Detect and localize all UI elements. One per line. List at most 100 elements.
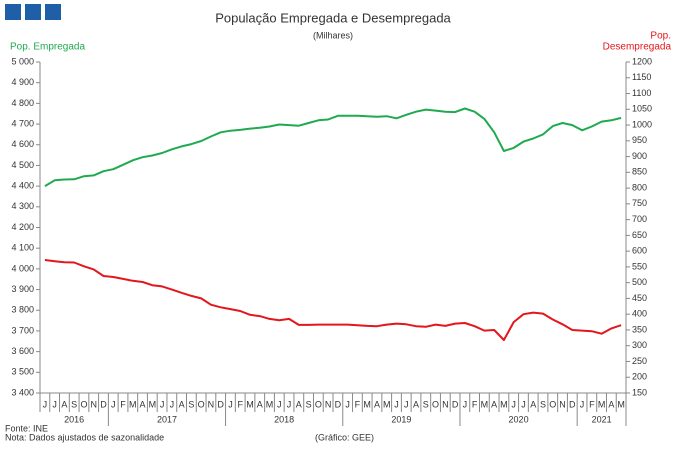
x-tick-label: A (491, 399, 497, 409)
x-tick-label: A (608, 399, 614, 409)
y2-tick-label: 750 (632, 198, 647, 208)
x-tick-label: S (71, 399, 77, 409)
y-tick-label: 4 900 (11, 77, 34, 87)
x-tick-label: M (266, 399, 274, 409)
y2-tick-label: 650 (632, 230, 647, 240)
x-tick-label: D (335, 399, 342, 409)
x-tick-label: S (423, 399, 429, 409)
x-tick-label: J (511, 399, 516, 409)
y2-tick-label: 1050 (632, 104, 652, 114)
y2-axis-label: Pop. (650, 31, 671, 42)
x-tick-label: J (52, 399, 57, 409)
x-tick-label: J (160, 399, 165, 409)
y2-tick-label: 1150 (632, 72, 651, 82)
x-tick-label: N (90, 399, 97, 409)
x-tick-label: J (111, 399, 116, 409)
y2-tick-label: 300 (632, 340, 647, 350)
y-tick-label: 4 800 (11, 98, 34, 108)
x-tick-label: A (374, 399, 380, 409)
y2-tick-label: 250 (632, 356, 647, 366)
x-tick-label: M (598, 399, 606, 409)
x-tick-label: J (277, 399, 282, 409)
y2-tick-label: 200 (632, 372, 647, 382)
series-line (44, 107, 622, 187)
series-line (44, 259, 622, 341)
x-tick-label: D (452, 399, 459, 409)
x-tick-label: O (549, 399, 556, 409)
x-tick-label: J (345, 399, 350, 409)
chart-title: População Empregada e Desempregada (215, 10, 451, 25)
y2-tick-label: 500 (632, 277, 647, 287)
x-tick-label: J (170, 399, 175, 409)
y2-tick-label: 900 (632, 151, 647, 161)
x-tick-label: M (363, 399, 371, 409)
x-tick-label: S (306, 399, 312, 409)
x-tick-label: S (188, 399, 194, 409)
x-tick-label: F (589, 399, 595, 409)
note: Nota: Dados ajustados de sazonalidade (5, 432, 164, 442)
x-tick-label: O (198, 399, 205, 409)
x-tick-label: N (559, 399, 566, 409)
x-tick-label: A (296, 399, 302, 409)
logo-block (45, 4, 61, 20)
x-tick-label: J (287, 399, 292, 409)
y-tick-label: 3 500 (11, 367, 34, 377)
y-tick-label: 4 300 (11, 201, 34, 211)
y2-tick-label: 400 (632, 309, 647, 319)
y2-axis-label: Desempregada (603, 42, 672, 53)
y-tick-label: 3 600 (11, 346, 34, 356)
x-tick-label: D (100, 399, 107, 409)
y2-tick-label: 850 (632, 167, 647, 177)
y-tick-label: 4 700 (11, 118, 34, 128)
x-tick-label: D (569, 399, 576, 409)
year-label: 2017 (157, 414, 177, 424)
year-label: 2020 (509, 414, 529, 424)
x-tick-label: M (129, 399, 137, 409)
x-tick-label: J (463, 399, 468, 409)
x-tick-label: A (61, 399, 67, 409)
x-tick-label: M (383, 399, 391, 409)
x-tick-label: A (140, 399, 146, 409)
y2-tick-label: 1200 (632, 56, 652, 66)
year-label: 2019 (391, 414, 411, 424)
year-label: 2016 (64, 414, 84, 424)
y-tick-label: 4 600 (11, 139, 34, 149)
x-tick-label: O (80, 399, 87, 409)
y-tick-label: 4 100 (11, 243, 34, 253)
y2-tick-label: 450 (632, 293, 647, 303)
x-tick-label: F (355, 399, 361, 409)
logo-block (5, 4, 21, 20)
x-tick-label: F (120, 399, 126, 409)
y-tick-label: 4 200 (11, 222, 34, 232)
y2-tick-label: 800 (632, 182, 647, 192)
y2-tick-label: 950 (632, 135, 647, 145)
x-tick-label: A (413, 399, 419, 409)
x-tick-label: J (404, 399, 409, 409)
x-tick-label: M (246, 399, 254, 409)
y2-tick-label: 700 (632, 214, 647, 224)
y-tick-label: 4 500 (11, 160, 34, 170)
x-tick-label: D (217, 399, 224, 409)
x-tick-label: N (442, 399, 449, 409)
x-tick-label: J (521, 399, 526, 409)
x-tick-label: M (500, 399, 508, 409)
x-tick-label: F (237, 399, 243, 409)
y-tick-label: 3 400 (11, 387, 34, 397)
y2-tick-label: 600 (632, 246, 647, 256)
logo-block (25, 4, 41, 20)
y2-tick-label: 1000 (632, 119, 652, 129)
y-tick-label: 3 800 (11, 305, 34, 315)
x-tick-label: M (617, 399, 625, 409)
y-tick-label: 4 000 (11, 263, 34, 273)
y2-tick-label: 550 (632, 261, 647, 271)
y2-tick-label: 150 (632, 387, 647, 397)
x-tick-label: S (540, 399, 546, 409)
x-tick-label: A (530, 399, 536, 409)
y-tick-label: 4 400 (11, 181, 34, 191)
y-tick-label: 3 700 (11, 325, 34, 335)
year-label: 2018 (274, 414, 294, 424)
y-tick-label: 5 000 (11, 56, 34, 66)
year-label: 2021 (592, 414, 612, 424)
x-tick-label: N (325, 399, 332, 409)
y-tick-label: 3 900 (11, 284, 34, 294)
